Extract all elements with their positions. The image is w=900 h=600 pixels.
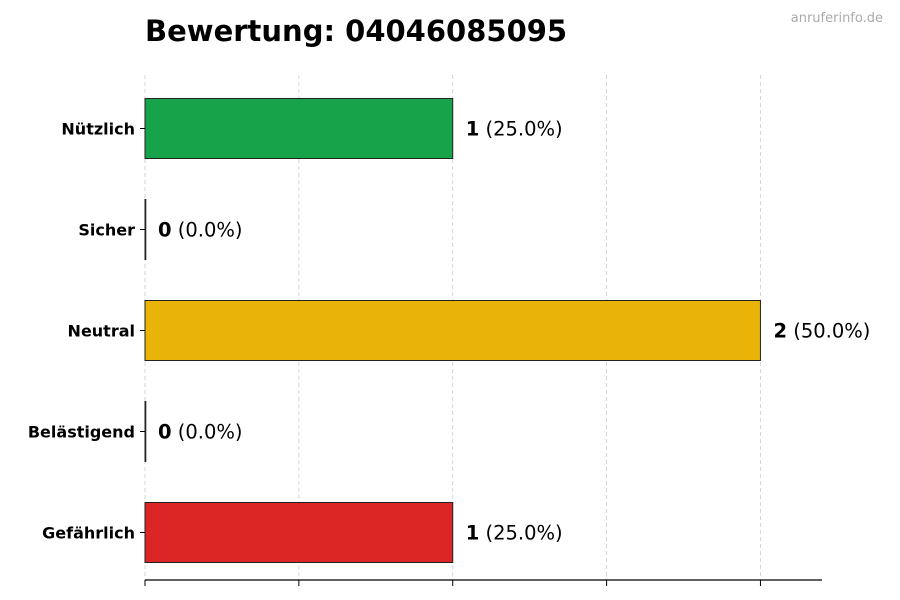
data-label-pct: (0.0%) <box>172 421 243 444</box>
data-label-count: 2 <box>773 320 787 343</box>
data-label-count: 1 <box>466 118 480 141</box>
data-label-count: 0 <box>158 421 172 444</box>
bar <box>144 300 761 361</box>
y-tick-label: Sicher <box>78 221 135 240</box>
data-label: 0 (0.0%) <box>158 421 243 444</box>
data-label-pct: (0.0%) <box>172 219 243 242</box>
bar <box>144 98 454 159</box>
data-label: 1 (25.0%) <box>466 118 563 141</box>
data-label-pct: (50.0%) <box>787 320 870 343</box>
bar <box>144 199 147 260</box>
data-label-pct: (25.0%) <box>479 118 562 141</box>
watermark: anruferinfo.de <box>791 11 883 26</box>
y-tick-label: Neutral <box>68 322 135 341</box>
data-label: 0 (0.0%) <box>158 219 243 242</box>
data-label-count: 1 <box>466 522 480 545</box>
chart-title: Bewertung: 04046085095 <box>145 14 567 48</box>
data-label-pct: (25.0%) <box>479 522 562 545</box>
y-tick-label: Gefährlich <box>42 524 135 543</box>
data-label: 1 (25.0%) <box>466 522 563 545</box>
bar <box>144 502 454 563</box>
y-tick-label: Belästigend <box>28 423 135 442</box>
bar <box>144 401 147 462</box>
data-label: 2 (50.0%) <box>773 320 870 343</box>
data-label-count: 0 <box>158 219 172 242</box>
y-tick-label: Nützlich <box>61 120 135 139</box>
